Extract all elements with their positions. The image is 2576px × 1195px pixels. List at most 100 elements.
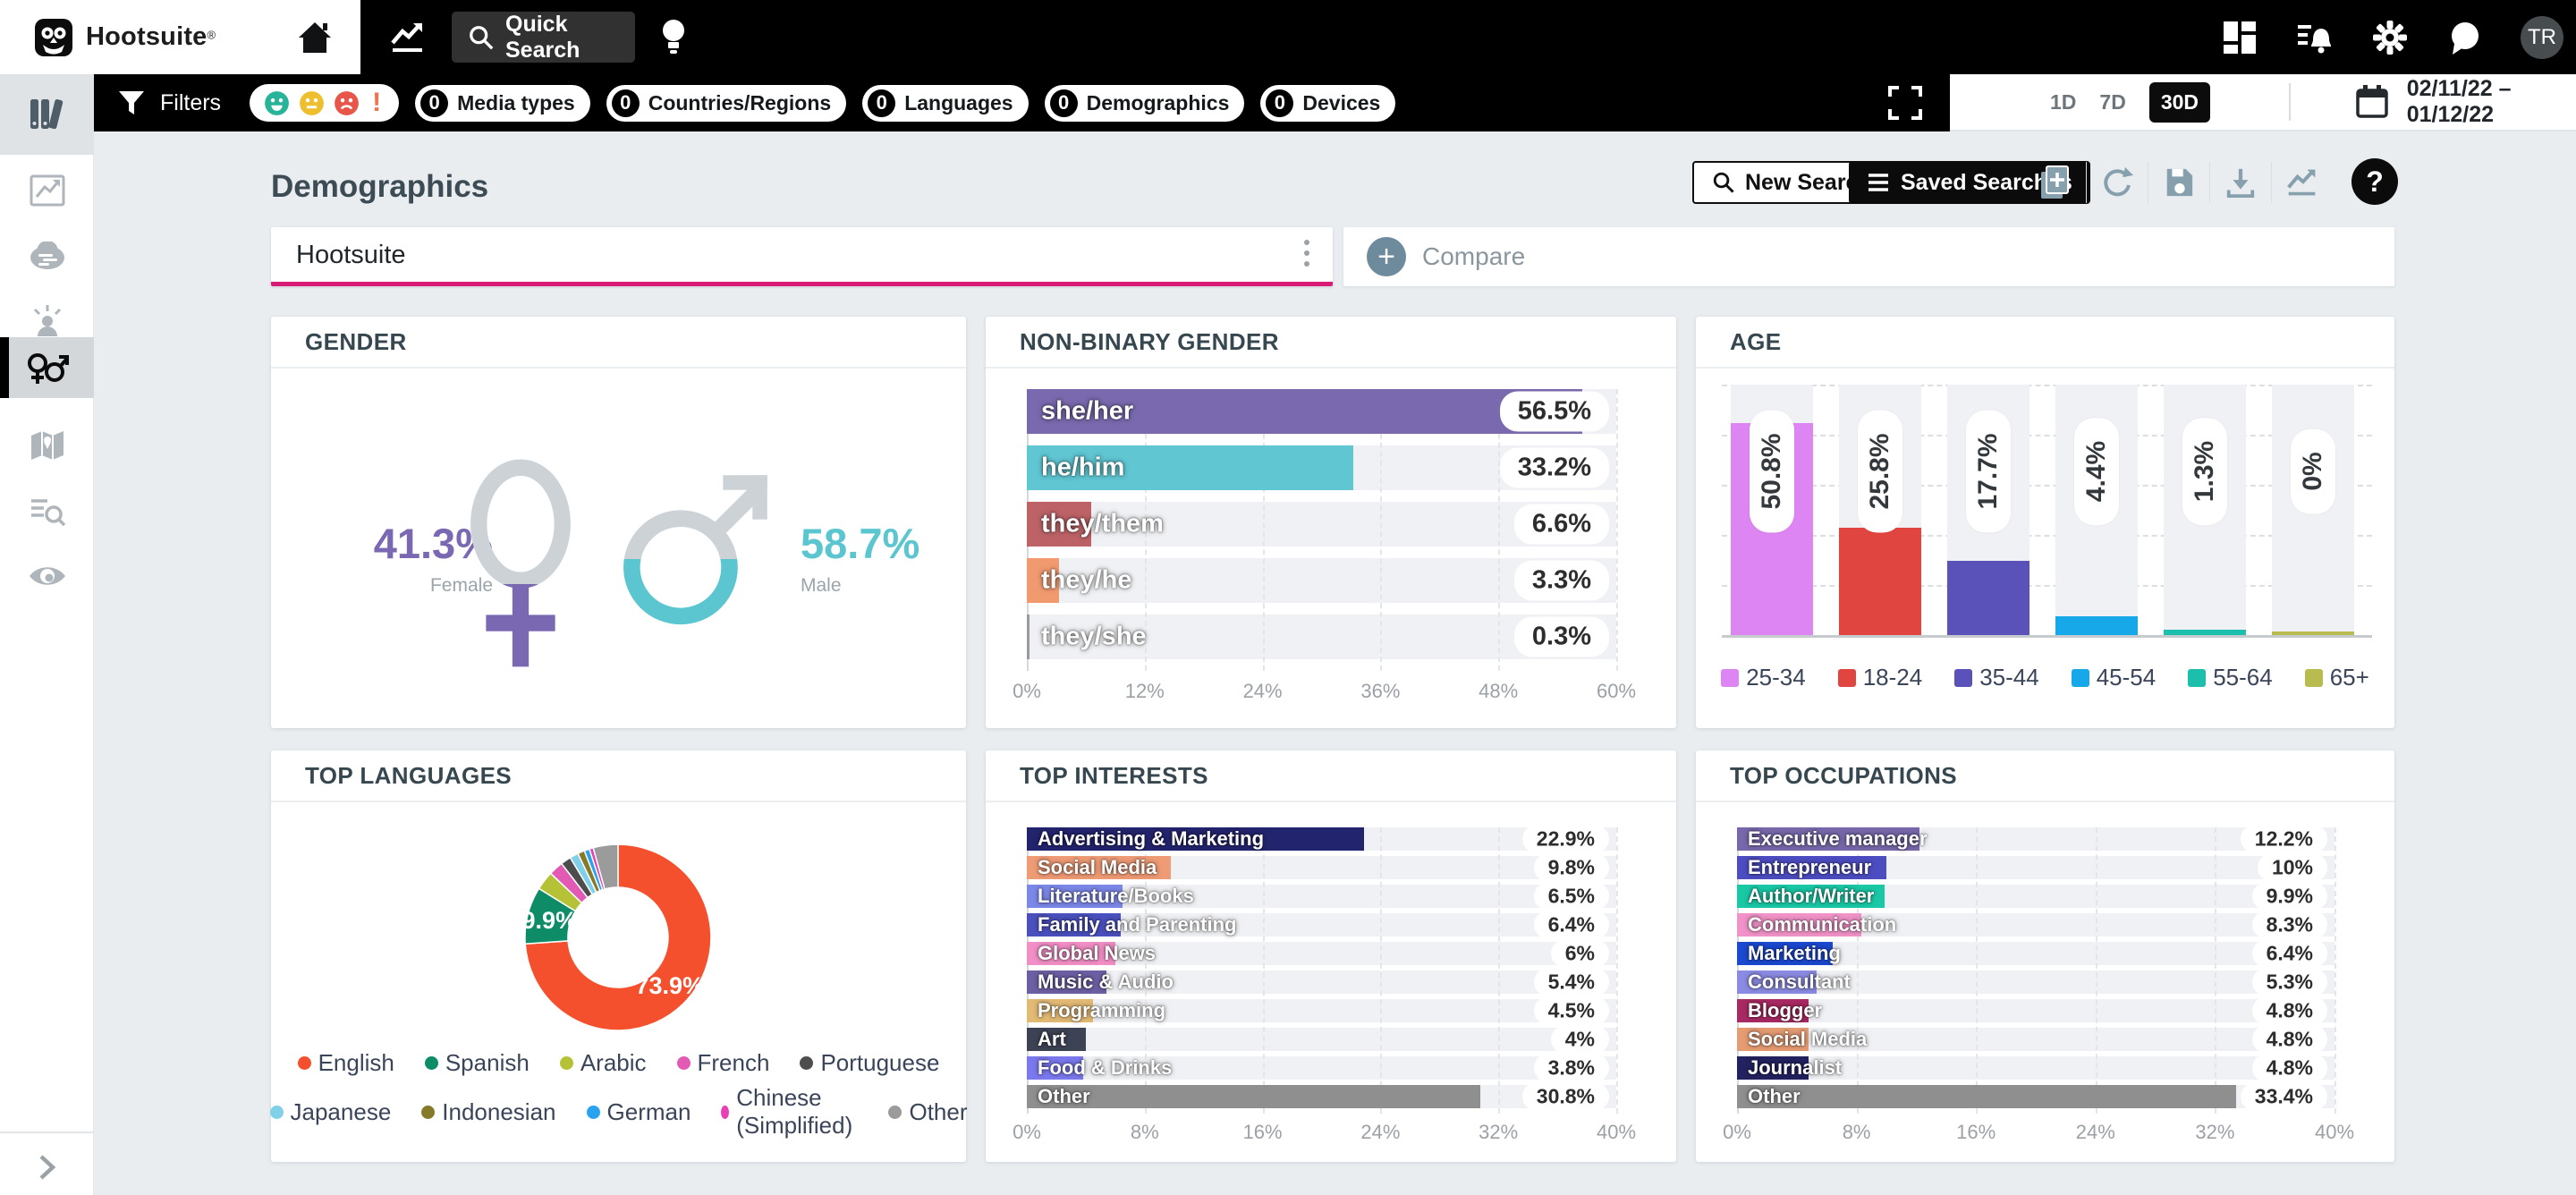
legend-item-french[interactable]: French [676,1049,769,1077]
bar-food-drinks[interactable] [1027,1056,1083,1080]
legend-item-25-34[interactable]: 25-34 [1721,664,1806,691]
filter-pill-countries-regions[interactable]: 0 Countries/Regions [606,84,847,122]
bar-literature-books[interactable] [1027,885,1123,908]
gridline [1380,389,1383,671]
slice-english[interactable] [524,843,712,1031]
bar-executive-manager[interactable] [1737,827,1919,851]
legend-item-65[interactable]: 65+ [2304,664,2369,691]
bar-journalist[interactable] [1737,1056,1809,1080]
bar-programming[interactable] [1027,999,1094,1022]
time-option-30d[interactable]: 30D [2148,81,2211,123]
filter-pill-languages[interactable]: 0 Languages [862,84,1029,122]
home-icon[interactable] [295,18,335,55]
bar-author-writer[interactable] [1737,885,1885,908]
sentiment-filter-pill[interactable]: ! [250,84,400,122]
bar-advertising-marketing[interactable] [1027,827,1365,851]
filter-pill-list: 0 Media types 0 Countries/Regions 0 Languages… [415,84,1396,122]
save-icon[interactable] [2148,162,2209,203]
bar-row-she-her: she/her 56.5% [1027,389,1616,434]
search-term-card[interactable]: Hootsuite [271,227,1333,286]
legend-item-german[interactable]: German [586,1084,691,1140]
legend-item-english[interactable]: English [297,1049,394,1077]
compare-button[interactable]: + Compare [1343,227,2394,286]
bar-55-64[interactable] [2164,629,2246,635]
bar-18-24[interactable] [1839,527,1921,635]
filter-pill-media-types[interactable]: 0 Media types [415,84,590,122]
bar-they-them[interactable] [1027,502,1092,547]
bar-row-they-them: they/them 6.6% [1027,502,1616,547]
filter-pill-devices[interactable]: 0 Devices [1260,84,1396,122]
bar-value: 6.6% [1513,504,1609,545]
legend-item-portuguese[interactable]: Portuguese [800,1049,939,1077]
time-option-1d[interactable]: 1D [2050,89,2077,114]
legend-item-japanese[interactable]: Japanese [269,1084,391,1140]
bar-they-she[interactable] [1027,614,1030,659]
bar-marketing[interactable] [1737,942,1833,965]
refresh-icon[interactable] [2086,162,2148,203]
notifications-list-icon[interactable] [2295,20,2334,55]
bar-art[interactable] [1027,1028,1086,1051]
filters-button[interactable]: Filters [117,89,221,116]
sidebar-item-demographics[interactable] [0,337,94,398]
quick-search-button[interactable]: Quick Search [452,12,635,63]
filter-pill-label: Languages [904,90,1013,114]
bar-45-54[interactable] [2055,616,2138,635]
fullscreen-icon[interactable] [1887,85,1923,121]
bar-she-her[interactable] [1027,389,1582,434]
slice-other[interactable] [592,843,619,890]
trend-report-icon[interactable] [2271,162,2333,203]
sidebar-item-monitoring[interactable] [0,546,94,606]
legend-item-chinese-simplified[interactable]: Chinese (Simplified) [721,1084,858,1140]
calendar-icon[interactable] [2355,84,2389,120]
bar-label: Global News [1038,942,1157,964]
sidebar-item-saved-searches[interactable] [0,481,94,542]
legend-item-indonesian[interactable]: Indonesian [421,1084,556,1140]
legend-item-55-64[interactable]: 55-64 [2188,664,2273,691]
bar-he-him[interactable] [1027,445,1353,490]
sidebar-expand-chevron[interactable] [0,1148,94,1187]
lightbulb-icon[interactable] [660,18,687,57]
bar-social-media[interactable] [1737,1028,1809,1051]
bar-blogger[interactable] [1737,999,1809,1022]
user-avatar[interactable]: TR [2521,15,2563,59]
legend-item-spanish[interactable]: Spanish [424,1049,530,1077]
bar-65[interactable] [2272,631,2354,635]
kebab-menu-icon[interactable] [1304,240,1309,267]
bar-family-and-parenting[interactable] [1027,913,1122,937]
legend-item-18-24[interactable]: 18-24 [1837,664,1922,691]
sidebar-item-library[interactable] [0,74,94,155]
legend-item-45-54[interactable]: 45-54 [2071,664,2156,691]
analytics-trend-icon[interactable] [389,20,427,55]
bar-social-media[interactable] [1027,856,1172,879]
help-button[interactable]: ? [2351,158,2398,205]
bar-other[interactable] [1027,1085,1481,1108]
legend-item-35-44[interactable]: 35-44 [1954,664,2039,691]
bar-they-he[interactable] [1027,558,1060,603]
date-range-value[interactable]: 02/11/22 – 01/12/22 [2406,76,2512,127]
legend-swatch [1721,668,1740,687]
bar-music-audio[interactable] [1027,970,1106,994]
bar-global-news[interactable] [1027,942,1115,965]
bar-entrepreneur[interactable] [1737,856,1886,879]
download-icon[interactable] [2209,162,2271,203]
sidebar-item-trends[interactable] [0,160,94,221]
bar-other[interactable] [1737,1085,2236,1108]
bar-communication[interactable] [1737,913,1861,937]
bar-value: 0.3% [1513,616,1609,657]
sidebar-item-map[interactable] [0,415,94,476]
hootsuite-owl-logo-icon [34,18,73,57]
time-option-7d[interactable]: 7D [2099,89,2126,114]
sidebar-item-influencers[interactable] [0,290,94,351]
bar-consultant[interactable] [1737,970,1817,994]
sidebar-item-word-cloud[interactable] [0,225,94,286]
chat-bubble-icon[interactable] [2445,19,2483,56]
legend-label: Other [909,1098,968,1125]
apps-grid-icon[interactable] [2222,20,2258,55]
settings-gear-icon[interactable] [2372,20,2408,55]
legend-item-other[interactable]: Other [888,1084,968,1140]
legend-item-arabic[interactable]: Arabic [559,1049,647,1077]
add-report-icon[interactable] [2024,162,2086,203]
filter-pill-demographics[interactable]: 0 Demographics [1044,84,1245,122]
bar-label: Consultant [1748,970,1851,993]
bar-35-44[interactable] [1947,561,2029,635]
